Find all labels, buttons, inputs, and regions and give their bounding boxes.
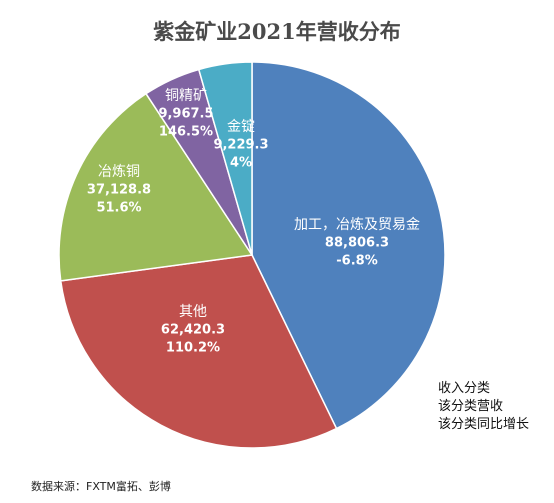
slice-label-copper-concentrate-change: 146.5% — [159, 125, 213, 140]
slice-label-other-value: 62,420.3 — [161, 323, 225, 338]
slice-label-processing-trading-gold-value: 88,806.3 — [325, 236, 389, 251]
slice-label-copper-concentrate-value: 9,967.5 — [158, 107, 213, 122]
pie-slice-other — [59, 254, 338, 449]
legend-note: 收入分类 该分类营收 该分类同比增长 — [438, 380, 529, 434]
pie-slice-gold-ingot — [197, 61, 253, 256]
slice-label-processing-trading-gold-change: -6.8% — [336, 254, 377, 269]
slice-label-gold-ingot-change: 4% — [230, 156, 252, 171]
slice-label-smelted-copper-category: 冶炼铜 — [98, 164, 140, 180]
pie-slice-smelted-copper — [58, 92, 254, 282]
slice-label-other-change: 110.2% — [166, 341, 220, 356]
legend-note-line-category: 收入分类 — [438, 381, 491, 396]
slice-label-smelted-copper-change: 51.6% — [96, 201, 141, 216]
source-note: 数据来源：FXTM富拓、彭博 — [31, 480, 171, 493]
pie-slice-processing-trading-gold — [251, 61, 446, 430]
slice-label-gold-ingot-value: 9,229.3 — [213, 138, 268, 153]
legend-note-line-growth: 该分类同比增长 — [438, 417, 530, 432]
chart-title: 紫金矿业2021年营收分布 — [153, 19, 401, 44]
slice-label-gold-ingot-category: 金锭 — [227, 119, 255, 135]
slice-label-copper-concentrate-category: 铜精矿 — [165, 88, 207, 104]
slice-label-other-category: 其他 — [179, 304, 207, 320]
slice-label-smelted-copper-value: 37,128.8 — [87, 183, 151, 198]
slice-label-processing-trading-gold-category: 加工，冶炼及贸易金 — [294, 217, 420, 233]
legend-note-line-revenue: 该分类营收 — [438, 399, 504, 414]
